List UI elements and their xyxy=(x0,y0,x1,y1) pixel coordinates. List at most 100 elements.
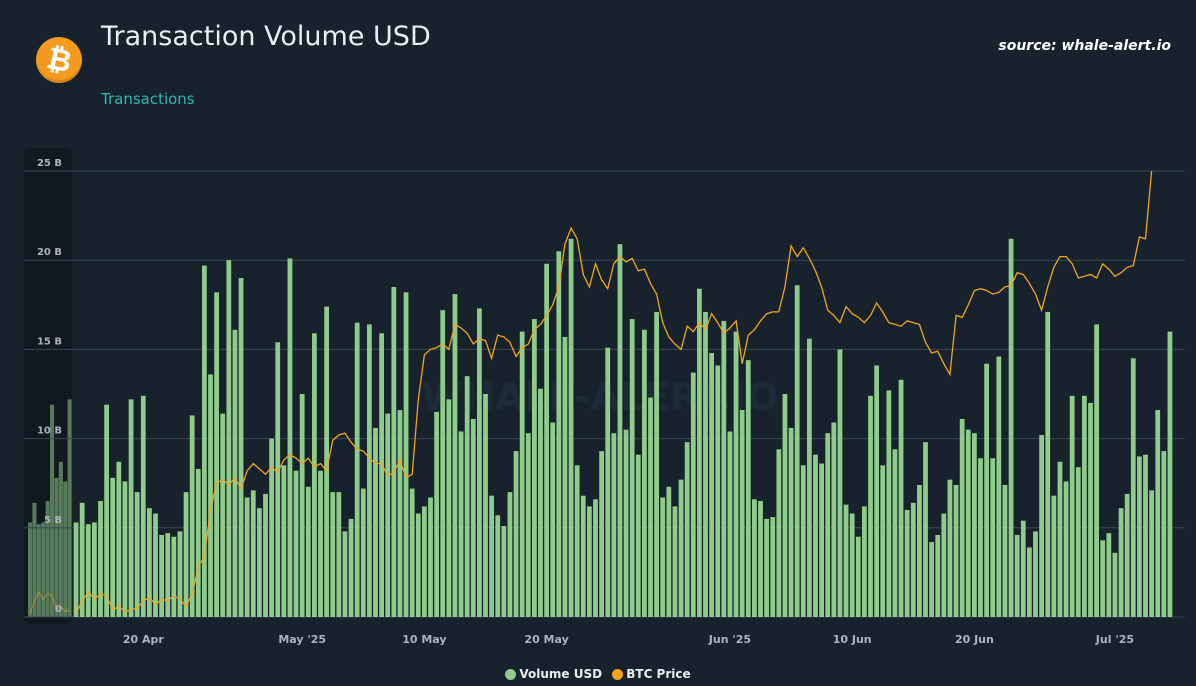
volume-bar xyxy=(177,531,183,617)
volume-bar xyxy=(574,465,580,617)
y-axis-ticks: 0 5 B 10 B 15 B 20 B 25 B xyxy=(37,158,62,615)
chart-subtitle: Transactions xyxy=(101,90,195,108)
volume-bar xyxy=(1014,534,1020,617)
volume-bar xyxy=(122,481,128,617)
volume-bar xyxy=(110,477,116,617)
volume-bar xyxy=(880,465,886,617)
volume-bar xyxy=(886,390,892,617)
volume-bar xyxy=(324,306,329,617)
volume-bar xyxy=(452,294,458,617)
volume-bar xyxy=(715,365,721,617)
volume-bar xyxy=(672,506,678,617)
volume-bar xyxy=(776,449,782,617)
volume-bar xyxy=(629,319,635,617)
legend-item-btc-price[interactable]: BTC Price xyxy=(612,667,691,681)
volume-bar xyxy=(1057,461,1063,617)
volume-bar xyxy=(238,278,244,617)
volume-bar xyxy=(959,418,965,617)
volume-bar xyxy=(422,506,427,617)
y-tick-label: 20 B xyxy=(37,247,62,258)
volume-bar xyxy=(373,427,378,617)
volume-bar xyxy=(159,534,164,617)
volume-bar xyxy=(189,415,195,617)
volume-bar xyxy=(556,251,562,617)
volume-bar xyxy=(904,509,910,617)
volume-bar xyxy=(275,342,281,617)
volume-bar xyxy=(1106,533,1112,617)
volume-bar xyxy=(849,513,855,617)
volume-bar xyxy=(1149,490,1154,617)
volume-bar xyxy=(360,488,366,617)
volume-bar xyxy=(220,413,226,617)
volume-bar xyxy=(1130,358,1136,617)
volume-bar xyxy=(703,311,708,617)
volume-bar xyxy=(140,395,146,617)
volume-bar xyxy=(153,513,158,617)
legend-volume-label: Volume USD xyxy=(519,667,603,681)
volume-bar xyxy=(1088,402,1093,617)
volume-bar xyxy=(770,517,776,617)
volume-bar xyxy=(1167,331,1173,617)
volume-bar xyxy=(269,438,274,617)
volume-bar xyxy=(440,310,446,617)
volume-bar xyxy=(532,319,537,617)
volume-bar xyxy=(397,410,403,617)
volume-bar xyxy=(293,470,299,617)
volume-bar xyxy=(1118,508,1124,617)
volume-bar xyxy=(648,397,653,617)
volume-bar xyxy=(318,470,323,617)
volume-bar xyxy=(202,265,207,617)
volume-bar xyxy=(263,493,268,617)
volume-bar xyxy=(281,465,287,617)
volume-bar xyxy=(788,427,794,617)
source-label: source: whale-alert.io xyxy=(998,38,1171,54)
volume-bar xyxy=(825,433,831,617)
volume-bar xyxy=(330,492,336,617)
volume-bar xyxy=(1094,324,1099,617)
legend-volume-swatch xyxy=(505,668,517,680)
volume-bar xyxy=(501,526,507,617)
volume-bar xyxy=(727,431,733,617)
volume-bar xyxy=(409,488,415,617)
volume-bar xyxy=(208,374,213,617)
volume-bar xyxy=(1008,238,1014,618)
volume-bar xyxy=(305,486,311,617)
navigator-bar xyxy=(41,522,46,617)
volume-bar xyxy=(477,308,482,617)
volume-bar xyxy=(1002,484,1008,617)
volume-bar xyxy=(831,422,837,617)
navigator-panel[interactable] xyxy=(24,148,72,624)
volume-bar xyxy=(550,422,556,617)
volume-bar xyxy=(874,365,879,617)
volume-bar xyxy=(147,508,152,617)
volume-bar xyxy=(525,433,531,617)
volume-bar xyxy=(623,429,629,617)
bitcoin-logo-icon: ₿ xyxy=(36,37,82,83)
volume-bar xyxy=(1082,395,1087,617)
volume-bar xyxy=(917,484,922,617)
volume-bar xyxy=(923,442,928,617)
volume-bar xyxy=(782,394,788,617)
volume-bar xyxy=(709,352,714,617)
volume-bar xyxy=(1124,493,1130,617)
volume-bar xyxy=(843,504,849,617)
navigator-bar xyxy=(54,477,59,617)
x-tick-label: 20 May xyxy=(524,633,568,646)
volume-bar xyxy=(391,286,397,617)
x-axis-ticks: 20 Apr May '25 10 May 20 May Jun '25 10 Jun 20… xyxy=(123,633,1134,646)
volume-bar xyxy=(678,479,684,617)
volume-bar xyxy=(250,490,256,617)
volume-bar xyxy=(92,522,97,617)
volume-bar xyxy=(342,531,348,617)
legend-item-volume[interactable]: Volume USD xyxy=(505,667,602,681)
volume-bar xyxy=(116,461,122,617)
volume-bar xyxy=(507,492,513,617)
chart-legend: Volume USD BTC Price xyxy=(0,667,1196,683)
volume-bar xyxy=(580,495,586,617)
chart-title: Transaction Volume USD xyxy=(101,21,431,52)
volume-bar xyxy=(819,463,824,617)
x-tick-label: Jun '25 xyxy=(708,633,751,646)
volume-bar xyxy=(1051,495,1057,617)
volume-bar xyxy=(752,499,757,617)
